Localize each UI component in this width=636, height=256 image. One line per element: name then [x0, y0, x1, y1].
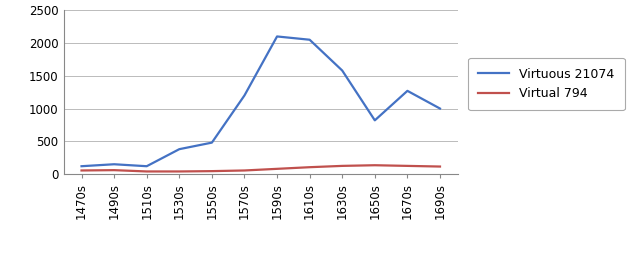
Virtual 794 [208, 169, 216, 173]
Virtuous 21074 [110, 163, 118, 166]
Virtuous 21074 [240, 94, 248, 97]
Line: Virtual 794: Virtual 794 [81, 165, 440, 172]
Virtuous 21074 [273, 35, 281, 38]
Virtual 794 [306, 166, 314, 169]
Virtuous 21074 [143, 165, 151, 168]
Virtual 794 [404, 164, 411, 167]
Virtual 794 [176, 170, 183, 173]
Line: Virtuous 21074: Virtuous 21074 [81, 36, 440, 166]
Legend: Virtuous 21074, Virtual 794: Virtuous 21074, Virtual 794 [468, 58, 625, 110]
Virtuous 21074 [78, 165, 85, 168]
Virtuous 21074 [338, 69, 346, 72]
Virtual 794 [338, 164, 346, 167]
Virtual 794 [143, 170, 151, 173]
Virtual 794 [273, 167, 281, 170]
Virtuous 21074 [436, 107, 444, 110]
Virtuous 21074 [306, 38, 314, 41]
Virtual 794 [240, 169, 248, 172]
Virtual 794 [436, 165, 444, 168]
Virtual 794 [110, 169, 118, 172]
Virtuous 21074 [371, 119, 378, 122]
Virtuous 21074 [176, 148, 183, 151]
Virtual 794 [371, 164, 378, 167]
Virtual 794 [78, 169, 85, 172]
Virtuous 21074 [208, 141, 216, 144]
Virtuous 21074 [404, 89, 411, 92]
